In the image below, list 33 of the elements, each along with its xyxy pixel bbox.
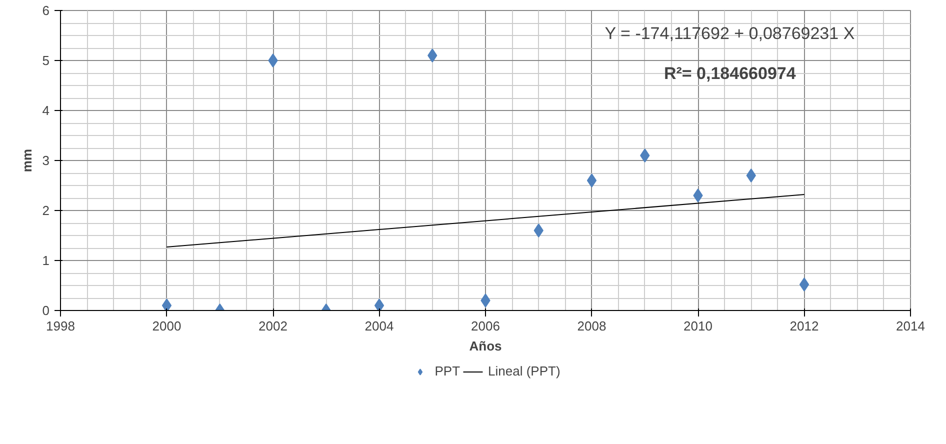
point: [428, 48, 438, 62]
point: [693, 188, 703, 202]
x-tick-label: 2006: [471, 318, 500, 334]
x-tick-label: 2008: [577, 318, 606, 334]
x-tick-label: 2002: [258, 318, 288, 334]
point: [374, 298, 384, 310]
point: [799, 278, 810, 292]
point: [746, 168, 756, 182]
point: [534, 224, 544, 238]
y-tick-label: 5: [42, 53, 50, 68]
x-tick-label: 2004: [364, 318, 394, 334]
annotation: R²= 0,184660974: [664, 64, 796, 83]
y-tick-label: 0: [42, 303, 50, 318]
y-axis-title: mm: [19, 148, 34, 172]
x-tick-label: 1998: [46, 318, 75, 334]
x-tick-label: 2010: [684, 318, 712, 334]
y-tick-label: 3: [42, 153, 50, 168]
point: [162, 298, 172, 310]
y-tick-label: 6: [42, 3, 50, 18]
y-tick-label: 4: [42, 103, 50, 118]
point: [640, 148, 650, 162]
y-tick-label: 2: [42, 203, 50, 218]
x-tick-label: 2012: [790, 318, 819, 334]
annotation: Y = -174,117692 + 0,08769231 X: [604, 24, 855, 43]
legend-label: Lineal (PPT): [488, 364, 560, 378]
legend-label: PPT: [434, 364, 460, 378]
x-axis-title: Años: [469, 338, 502, 354]
x-tick-label: 2014: [896, 318, 925, 334]
y-tick-label: 1: [42, 253, 50, 268]
x-tick-label: 2000: [152, 318, 182, 334]
point: [480, 294, 490, 308]
point: [268, 54, 278, 68]
point: [586, 174, 597, 188]
